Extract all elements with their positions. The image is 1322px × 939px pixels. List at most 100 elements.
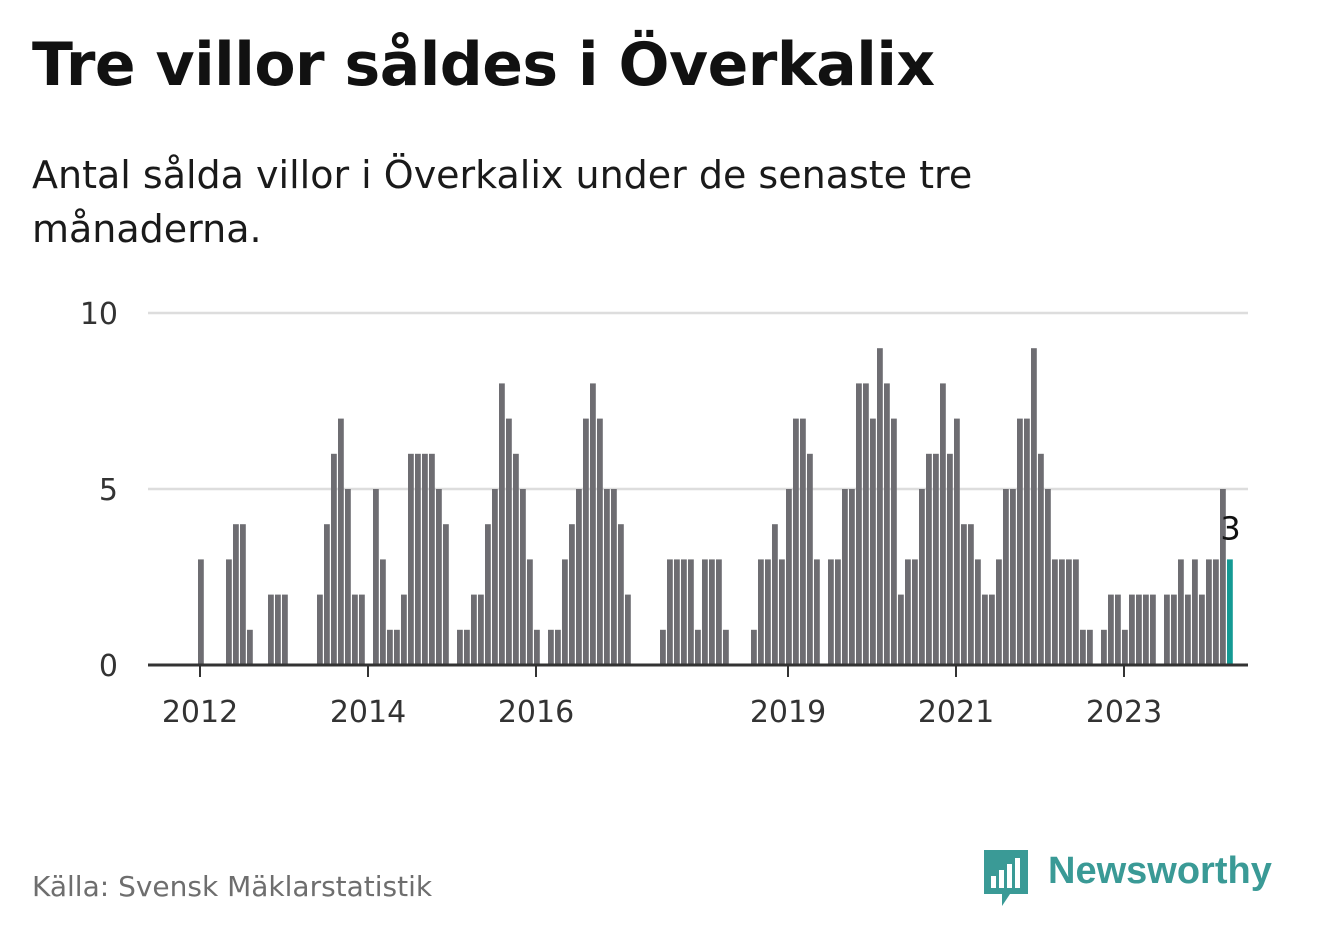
bar xyxy=(1122,629,1128,665)
bar xyxy=(520,489,526,665)
bar xyxy=(849,489,855,665)
bar xyxy=(604,489,610,665)
last-value-label: 3 xyxy=(1220,509,1240,547)
bar xyxy=(842,489,848,665)
bar xyxy=(1087,629,1093,665)
bar xyxy=(674,559,680,665)
bar xyxy=(317,594,323,665)
x-tick-label: 2019 xyxy=(750,695,826,730)
bar xyxy=(1206,559,1212,665)
bar xyxy=(905,559,911,665)
y-tick-label: 0 xyxy=(99,649,118,684)
bar xyxy=(1192,559,1198,665)
bar xyxy=(275,594,281,665)
bar xyxy=(1129,594,1135,665)
bar xyxy=(681,559,687,665)
bar xyxy=(807,453,813,665)
bar xyxy=(968,524,974,665)
bar xyxy=(331,453,337,665)
bar xyxy=(884,383,890,665)
y-tick-label: 10 xyxy=(80,297,118,332)
bar xyxy=(723,629,729,665)
bar xyxy=(961,524,967,665)
bar xyxy=(667,559,673,665)
bar xyxy=(562,559,568,665)
bar xyxy=(947,453,953,665)
bar xyxy=(688,559,694,665)
bar xyxy=(800,418,806,665)
bar xyxy=(597,418,603,665)
bar xyxy=(324,524,330,665)
bar xyxy=(408,453,414,665)
bar xyxy=(506,418,512,665)
x-tick-label: 2021 xyxy=(918,695,994,730)
bar xyxy=(765,559,771,665)
x-tick-label: 2012 xyxy=(162,695,238,730)
bar xyxy=(359,594,365,665)
bar xyxy=(1108,594,1114,665)
bar xyxy=(912,559,918,665)
bar xyxy=(415,453,421,665)
x-tick-label: 2023 xyxy=(1086,695,1162,730)
bar xyxy=(1003,489,1009,665)
x-tick-label: 2014 xyxy=(330,695,406,730)
bar xyxy=(1052,559,1058,665)
bar xyxy=(422,453,428,665)
bar xyxy=(793,418,799,665)
brand-name: Newsworthy xyxy=(1048,850,1272,892)
bar xyxy=(268,594,274,665)
bar xyxy=(338,418,344,665)
bar xyxy=(499,383,505,665)
bar xyxy=(835,559,841,665)
bar xyxy=(226,559,232,665)
bar xyxy=(1115,594,1121,665)
bar xyxy=(1080,629,1086,665)
bar xyxy=(716,559,722,665)
bar xyxy=(1171,594,1177,665)
bar xyxy=(513,453,519,665)
chart-title: Tre villor såldes i Överkalix xyxy=(32,30,935,100)
bar xyxy=(1213,559,1219,665)
bar xyxy=(814,559,820,665)
bar xyxy=(1010,489,1016,665)
bar xyxy=(471,594,477,665)
bar xyxy=(709,559,715,665)
bar xyxy=(1199,594,1205,665)
bar xyxy=(926,453,932,665)
newsworthy-logo-icon xyxy=(984,850,1028,906)
bar xyxy=(751,629,757,665)
bar xyxy=(1101,629,1107,665)
bar xyxy=(1059,559,1065,665)
bar xyxy=(373,489,379,665)
bar xyxy=(485,524,491,665)
bar xyxy=(478,594,484,665)
bar xyxy=(989,594,995,665)
bar xyxy=(1164,594,1170,665)
bar xyxy=(1031,348,1037,665)
bar xyxy=(772,524,778,665)
bar xyxy=(548,629,554,665)
bar xyxy=(583,418,589,665)
bar xyxy=(1185,594,1191,665)
bar xyxy=(695,629,701,665)
newsworthy-logo[interactable]: Newsworthy xyxy=(980,846,1300,910)
bar xyxy=(457,629,463,665)
bar xyxy=(779,559,785,665)
bar xyxy=(401,594,407,665)
bar xyxy=(429,453,435,665)
bar xyxy=(1136,594,1142,665)
bar xyxy=(933,453,939,665)
bar xyxy=(247,629,253,665)
bar xyxy=(1178,559,1184,665)
bar xyxy=(534,629,540,665)
bar xyxy=(1038,453,1044,665)
bar xyxy=(611,489,617,665)
bar xyxy=(443,524,449,665)
chart-subtitle: Antal sålda villor i Överkalix under de … xyxy=(32,153,973,251)
bar xyxy=(492,489,498,665)
bar xyxy=(282,594,288,665)
bar xyxy=(618,524,624,665)
bar xyxy=(870,418,876,665)
x-tick-label: 2016 xyxy=(498,695,574,730)
bar xyxy=(436,489,442,665)
